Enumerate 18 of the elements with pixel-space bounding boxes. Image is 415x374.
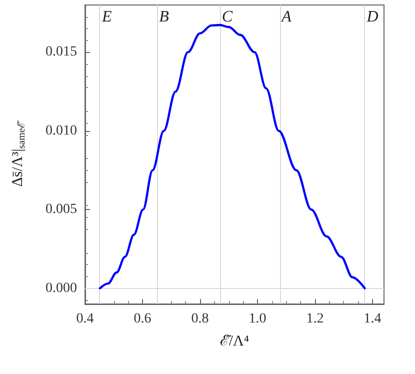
x-tick-label: 0.8	[191, 312, 209, 326]
ref-line-label: C	[222, 8, 233, 26]
y-tick-label: 0.000	[46, 280, 77, 296]
ref-line-label: D	[366, 8, 379, 26]
x-tick-label: 1.0	[248, 312, 266, 326]
ref-line-label: B	[159, 8, 170, 26]
x-tick-label: 0.6	[134, 312, 152, 326]
x-tick-label: 1.2	[306, 312, 324, 326]
ref-line-label: E	[100, 8, 112, 26]
y-tick-label: 0.010	[46, 123, 77, 138]
y-tick-label: 0.005	[46, 202, 77, 218]
ref-line-label: A	[280, 8, 292, 26]
y-axis-title: Δs̄/Λ³|sameℰ̄	[10, 120, 28, 187]
x-axis-title: ℰ̄/Λ⁴	[220, 334, 250, 350]
line-series	[98, 24, 366, 290]
y-tick-label: 0.015	[46, 44, 77, 60]
x-tick-label: 1.4	[364, 312, 382, 326]
x-tick-label: 0.4	[76, 312, 94, 326]
